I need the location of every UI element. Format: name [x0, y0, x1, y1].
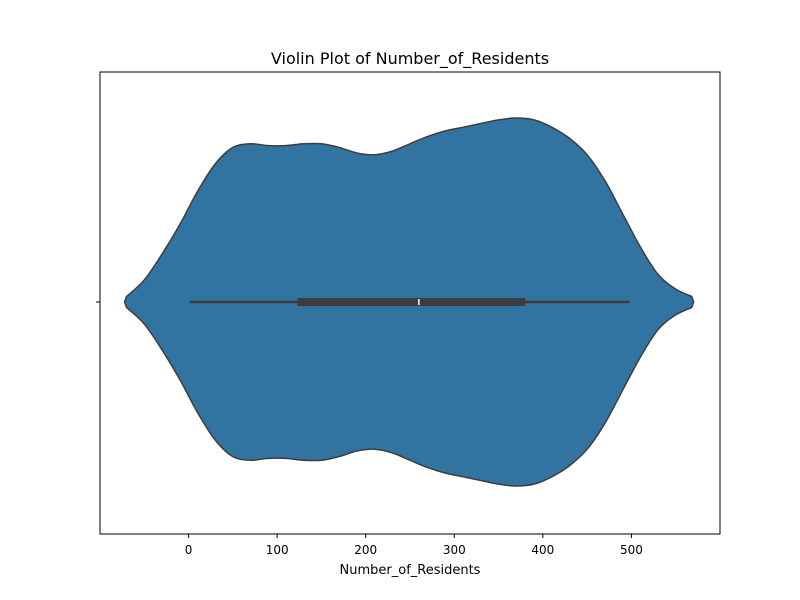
x-tick-label: 0 [185, 543, 193, 557]
x-axis-ticks: 0 100 200 300 400 500 [185, 534, 643, 557]
x-axis-label: Number_of_Residents [340, 563, 481, 578]
x-tick-label: 300 [443, 543, 466, 557]
x-tick-label: 200 [354, 543, 377, 557]
x-tick-label: 400 [531, 543, 554, 557]
x-tick-label: 500 [620, 543, 643, 557]
plot-frame [99, 71, 721, 535]
chart-title: Violin Plot of Number_of_Residents [271, 49, 549, 69]
x-tick-label: 100 [266, 543, 289, 557]
interquartile-box [297, 298, 526, 306]
